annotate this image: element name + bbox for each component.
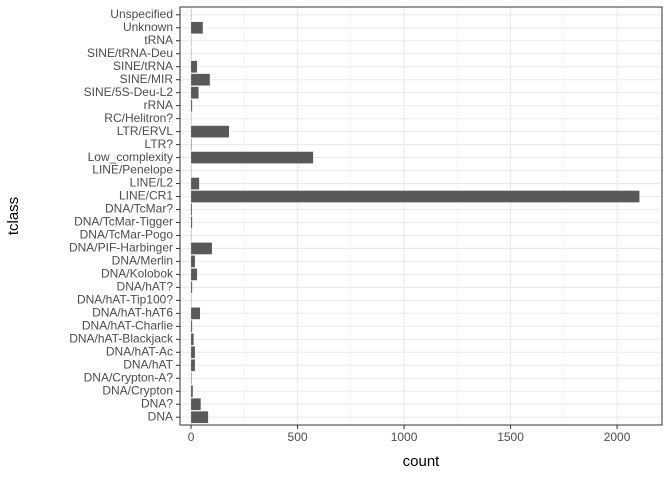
y-tick-label: DNA?: [141, 396, 173, 410]
y-tick-label: SINE/MIR: [120, 72, 174, 86]
y-tick-label: rRNA: [144, 98, 173, 112]
bar: [191, 411, 209, 424]
bar: [191, 307, 201, 320]
bar: [191, 346, 195, 359]
y-tick-label: DNA/Crypton-A?: [84, 370, 174, 384]
bar: [191, 190, 640, 203]
bar: [191, 21, 203, 34]
y-tick-label: LTR/ERVL: [117, 124, 174, 138]
x-tick-label: 1000: [391, 430, 418, 444]
y-tick-label: DNA/hAT-Charlie: [82, 319, 173, 333]
bar: [191, 333, 194, 346]
bar: [191, 125, 229, 138]
x-tick-label: 2000: [604, 430, 631, 444]
x-tick-label: 500: [288, 430, 308, 444]
y-tick-label: DNA/hAT-hAT6: [92, 306, 173, 320]
bar: [191, 320, 193, 333]
y-tick-label: DNA/hAT-Ac: [106, 344, 173, 358]
bar: [191, 151, 314, 164]
x-tick-label: 0: [188, 430, 195, 444]
panel-border: [179, 6, 663, 426]
y-tick-label: DNA/hAT-Blackjack: [69, 331, 174, 345]
bar: [191, 281, 193, 294]
y-axis-title: tclass: [5, 197, 22, 235]
y-tick-label: DNA/TcMar?: [105, 202, 173, 216]
bar: [191, 255, 195, 268]
y-tick-label: Unspecified: [110, 7, 173, 21]
y-tick-label: DNA/Merlin: [112, 254, 173, 268]
bar: [191, 73, 210, 86]
bar: [191, 398, 201, 411]
bar: [191, 177, 200, 190]
y-tick-label: LINE/CR1: [119, 189, 173, 203]
y-tick-label: LINE/Penelope: [92, 163, 173, 177]
y-tick-label: Low_complexity: [88, 150, 173, 164]
y-tick-label: DNA/PIF-Harbinger: [69, 241, 173, 255]
y-tick-label: LINE/L2: [130, 176, 174, 190]
y-tick-label: DNA/TcMar-Pogo: [80, 228, 174, 242]
y-tick-label: DNA/hAT: [123, 357, 173, 371]
y-tick-label: DNA/Crypton: [102, 383, 173, 397]
y-tick-label: SINE/tRNA: [113, 59, 173, 73]
bar: [191, 99, 193, 112]
bar: [191, 203, 192, 216]
y-tick-label: DNA/hAT?: [117, 280, 174, 294]
bar: [191, 268, 198, 281]
bar: [191, 242, 212, 255]
y-tick-label: tRNA: [144, 33, 173, 47]
y-tick-label: Unknown: [123, 20, 173, 34]
x-axis-title: count: [403, 453, 441, 470]
y-tick-label: DNA/TcMar-Tigger: [74, 215, 173, 229]
x-tick-label: 1500: [497, 430, 524, 444]
y-tick-label: RC/Helitron?: [104, 111, 173, 125]
y-tick-label: DNA/Kolobok: [101, 267, 174, 281]
y-tick-label: SINE/5S-Deu-L2: [84, 85, 174, 99]
bar: [191, 216, 193, 229]
y-tick-label: DNA: [148, 409, 173, 423]
bar: [191, 385, 193, 398]
y-tick-label: SINE/tRNA-Deu: [87, 46, 173, 60]
bar: [191, 86, 199, 99]
y-tick-label: DNA/hAT-Tip100?: [77, 293, 173, 307]
bar: [191, 359, 195, 372]
y-tick-label: LTR?: [145, 137, 174, 151]
bar: [191, 60, 198, 73]
